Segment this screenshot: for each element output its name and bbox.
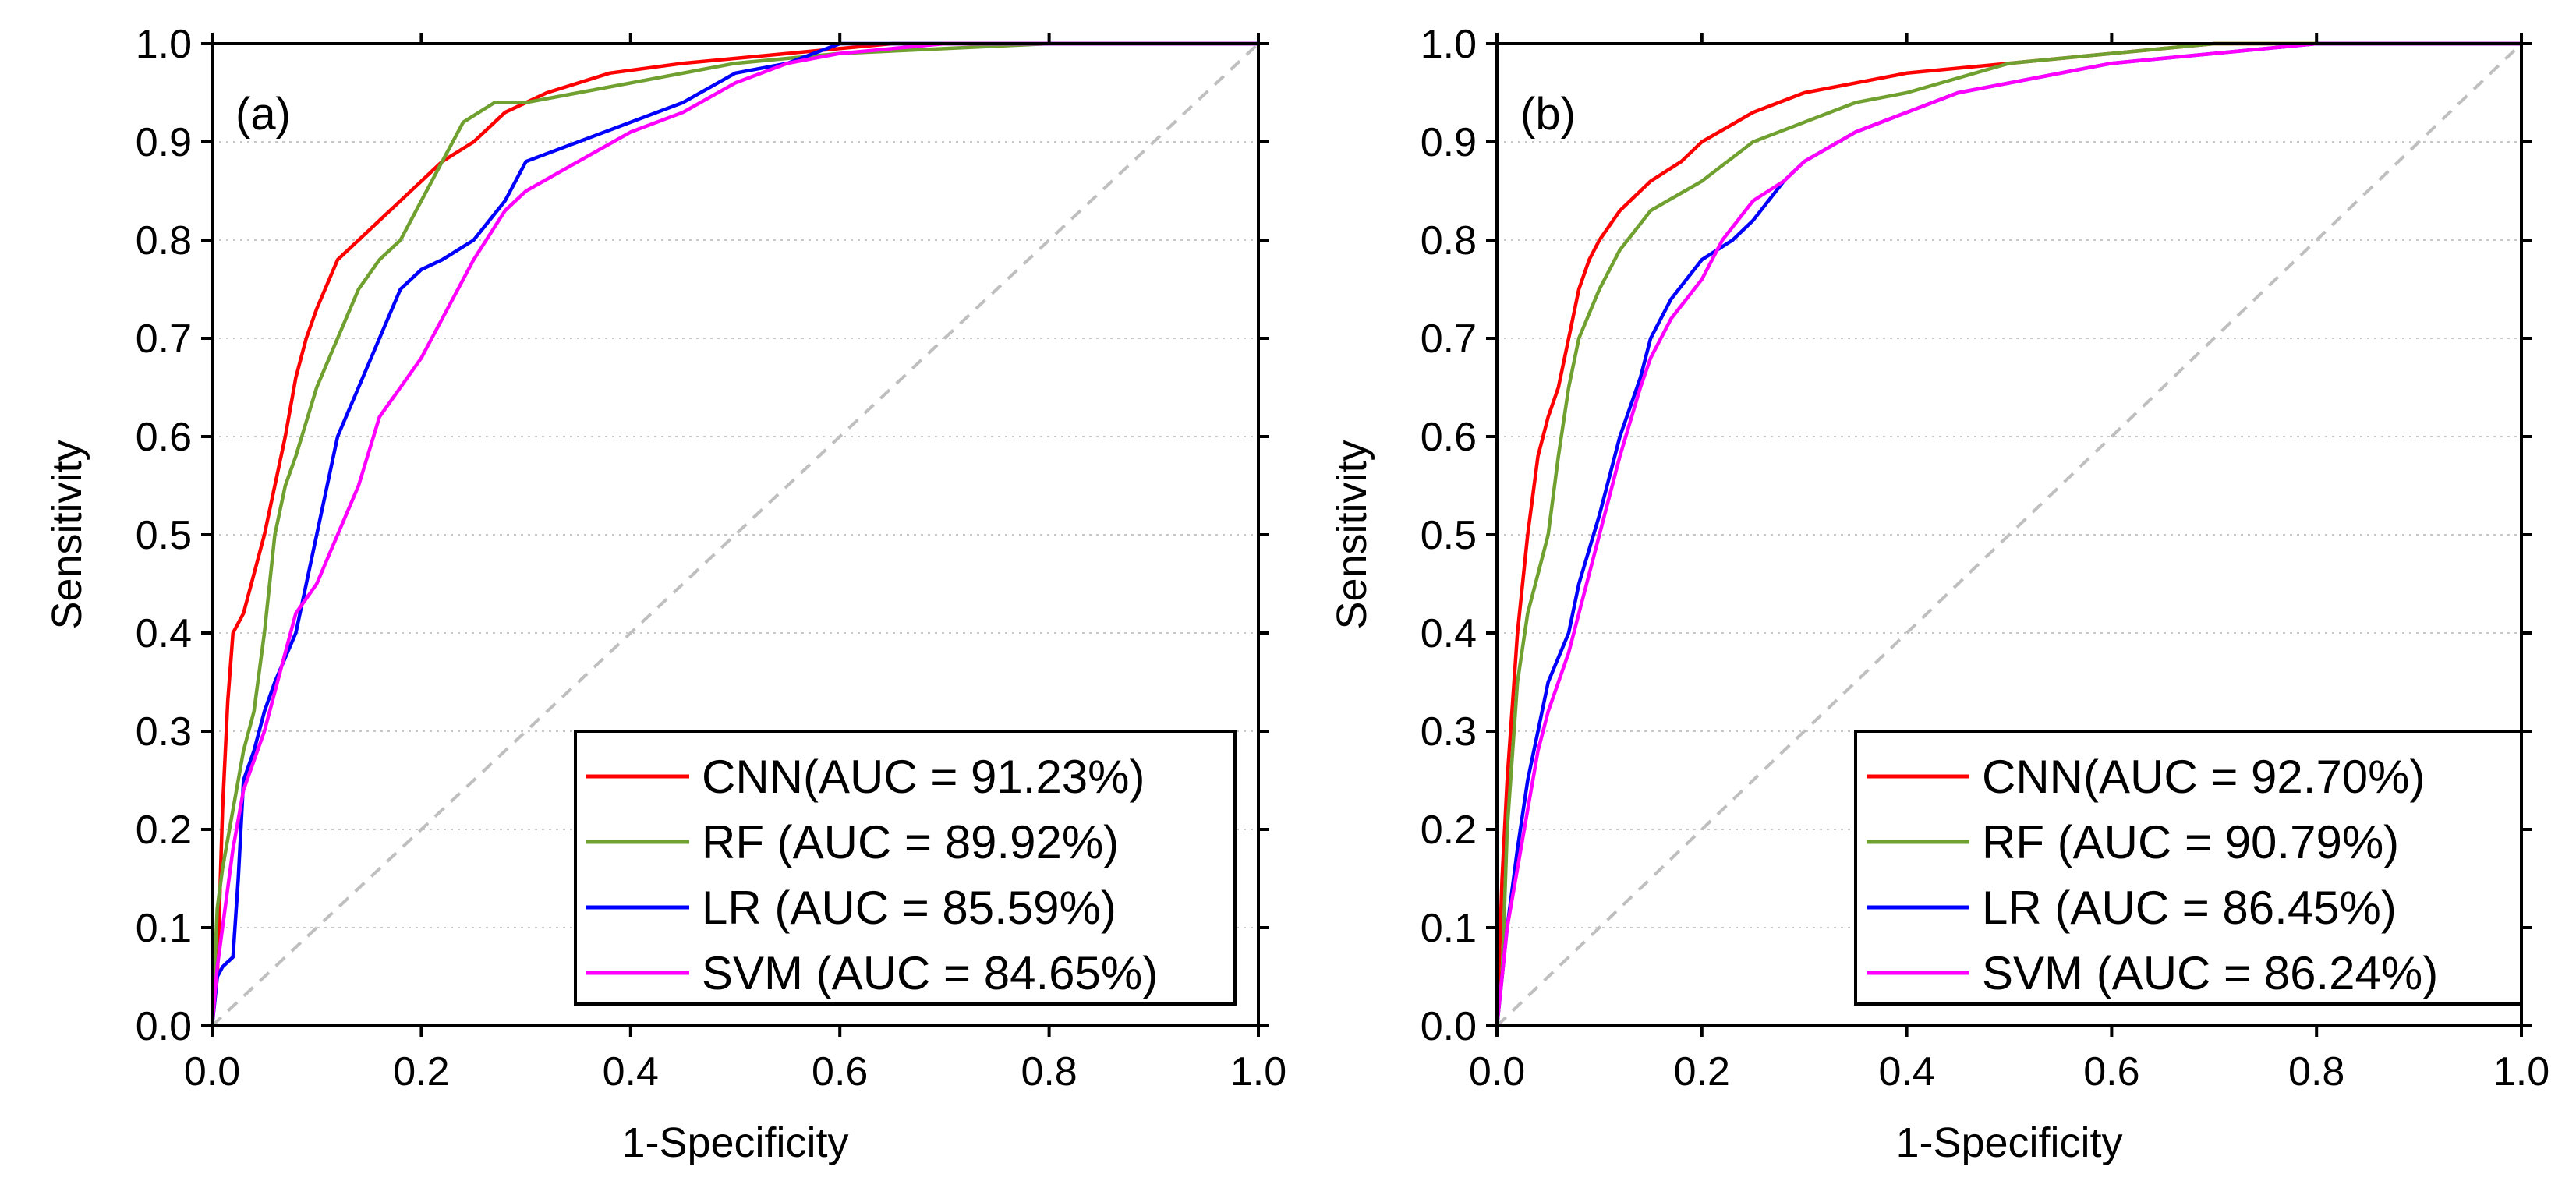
y-tick-label: 0.8 — [1421, 218, 1477, 263]
y-tick-label: 0.6 — [1421, 415, 1477, 460]
panel-label: (a) — [235, 89, 291, 140]
x-tick-label: 0.0 — [184, 1049, 240, 1094]
y-tick-label: 0.7 — [1421, 316, 1477, 362]
x-tick-label: 0.8 — [1021, 1049, 1077, 1094]
x-tick-label: 0.8 — [2288, 1049, 2344, 1094]
x-tick-label: 0.2 — [1674, 1049, 1730, 1094]
y-tick-label: 1.0 — [136, 22, 192, 67]
legend-entry: CNN(AUC = 91.23%) — [702, 751, 1145, 803]
y-tick-label: 0.0 — [136, 1004, 192, 1049]
y-axis-title: Sensitivity — [44, 440, 90, 629]
y-tick-label: 0.4 — [136, 611, 192, 656]
y-tick-label: 0.1 — [1421, 906, 1477, 951]
legend-entry: LR (AUC = 86.45%) — [1982, 882, 2397, 934]
y-tick-label: 0.6 — [136, 415, 192, 460]
legend-entry: SVM (AUC = 84.65%) — [702, 947, 1158, 999]
y-tick-label: 0.3 — [136, 709, 192, 755]
x-axis-title: 1-Specificity — [1895, 1119, 2122, 1166]
y-tick-label: 0.0 — [1421, 1004, 1477, 1049]
y-tick-label: 0.5 — [136, 513, 192, 558]
x-tick-label: 0.2 — [393, 1049, 449, 1094]
y-tick-label: 0.3 — [1421, 709, 1477, 755]
y-tick-label: 0.9 — [136, 120, 192, 165]
legend-entry: LR (AUC = 85.59%) — [702, 882, 1116, 934]
y-tick-label: 0.5 — [1421, 513, 1477, 558]
legend-entry: CNN(AUC = 92.70%) — [1982, 751, 2426, 803]
panel-label: (b) — [1520, 89, 1576, 140]
x-tick-label: 0.4 — [1878, 1049, 1934, 1094]
x-tick-label: 1.0 — [2493, 1049, 2549, 1094]
y-tick-label: 1.0 — [1421, 22, 1477, 67]
legend-entry: RF (AUC = 90.79%) — [1982, 816, 2399, 868]
x-tick-label: 1.0 — [1230, 1049, 1286, 1094]
x-tick-label: 0.4 — [603, 1049, 659, 1094]
y-tick-label: 0.4 — [1421, 611, 1477, 656]
legend-entry: SVM (AUC = 86.24%) — [1982, 947, 2438, 999]
y-tick-label: 0.1 — [136, 906, 192, 951]
legend-entry: RF (AUC = 89.92%) — [702, 816, 1119, 868]
x-tick-label: 0.6 — [812, 1049, 868, 1094]
x-axis-title: 1-Specificity — [621, 1119, 848, 1166]
y-tick-label: 0.2 — [136, 808, 192, 853]
y-tick-label: 0.2 — [1421, 808, 1477, 853]
y-axis-title: Sensitivity — [1329, 440, 1375, 629]
y-tick-label: 0.8 — [136, 218, 192, 263]
x-tick-label: 0.6 — [2083, 1049, 2139, 1094]
y-tick-label: 0.9 — [1421, 120, 1477, 165]
x-tick-label: 0.0 — [1469, 1049, 1525, 1094]
y-tick-label: 0.7 — [136, 316, 192, 362]
